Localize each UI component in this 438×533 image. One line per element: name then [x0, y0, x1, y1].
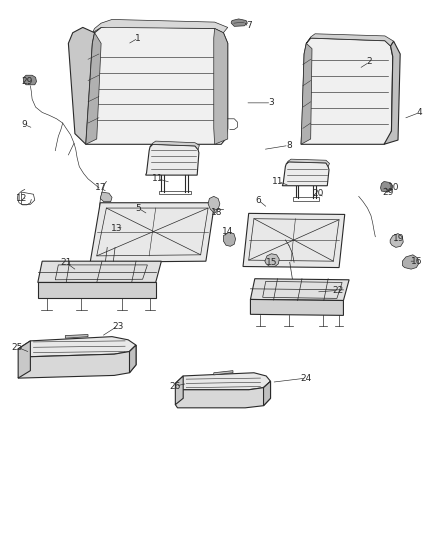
Text: 16: 16 [410, 257, 422, 265]
Text: 24: 24 [301, 374, 312, 383]
Polygon shape [146, 144, 199, 175]
Polygon shape [38, 261, 161, 282]
Polygon shape [286, 159, 329, 167]
Text: 29: 29 [21, 77, 32, 86]
Polygon shape [214, 28, 228, 144]
Text: 17: 17 [95, 183, 106, 192]
Polygon shape [243, 213, 345, 268]
Polygon shape [38, 282, 155, 298]
Polygon shape [175, 381, 271, 408]
Polygon shape [283, 162, 329, 185]
Polygon shape [86, 33, 101, 144]
Polygon shape [301, 38, 393, 144]
Text: 3: 3 [268, 99, 274, 107]
Polygon shape [90, 203, 215, 262]
Polygon shape [390, 233, 403, 247]
Polygon shape [231, 19, 247, 26]
Text: 2: 2 [367, 58, 372, 67]
Polygon shape [23, 75, 36, 85]
Polygon shape [175, 373, 271, 390]
Polygon shape [65, 335, 88, 338]
Text: 21: 21 [60, 259, 72, 267]
Polygon shape [403, 255, 419, 269]
Text: 8: 8 [286, 141, 292, 150]
Text: 18: 18 [211, 208, 223, 217]
Polygon shape [265, 254, 279, 266]
Text: 14: 14 [222, 228, 233, 237]
Text: 20: 20 [312, 189, 323, 198]
Text: 13: 13 [111, 224, 122, 233]
Text: 26: 26 [170, 382, 181, 391]
Text: 7: 7 [246, 21, 251, 30]
Text: 5: 5 [135, 204, 141, 213]
Text: 25: 25 [11, 343, 23, 352]
Polygon shape [251, 300, 343, 316]
Text: 15: 15 [265, 258, 277, 266]
Text: 4: 4 [417, 108, 423, 117]
Polygon shape [86, 26, 228, 144]
Polygon shape [18, 337, 136, 357]
Polygon shape [130, 345, 136, 373]
Polygon shape [381, 182, 393, 192]
Polygon shape [18, 345, 136, 378]
Polygon shape [214, 370, 233, 375]
Text: 29: 29 [382, 188, 394, 197]
Text: 11: 11 [272, 177, 284, 186]
Text: 10: 10 [388, 183, 399, 192]
Polygon shape [384, 41, 400, 144]
Polygon shape [18, 341, 30, 378]
Polygon shape [264, 381, 271, 406]
Polygon shape [92, 19, 228, 33]
Text: 19: 19 [393, 234, 405, 243]
Polygon shape [251, 279, 349, 301]
Polygon shape [301, 43, 312, 144]
Polygon shape [175, 376, 183, 405]
Text: 22: 22 [332, 286, 343, 295]
Polygon shape [306, 34, 394, 46]
Polygon shape [68, 27, 95, 144]
Polygon shape [223, 232, 236, 246]
Polygon shape [208, 196, 220, 213]
Text: 9: 9 [22, 120, 28, 129]
Text: 1: 1 [135, 34, 141, 43]
Text: 11: 11 [152, 174, 164, 183]
Text: 12: 12 [16, 194, 27, 203]
Polygon shape [150, 141, 199, 150]
Text: 6: 6 [255, 196, 261, 205]
Polygon shape [100, 192, 112, 201]
Text: 23: 23 [112, 321, 124, 330]
